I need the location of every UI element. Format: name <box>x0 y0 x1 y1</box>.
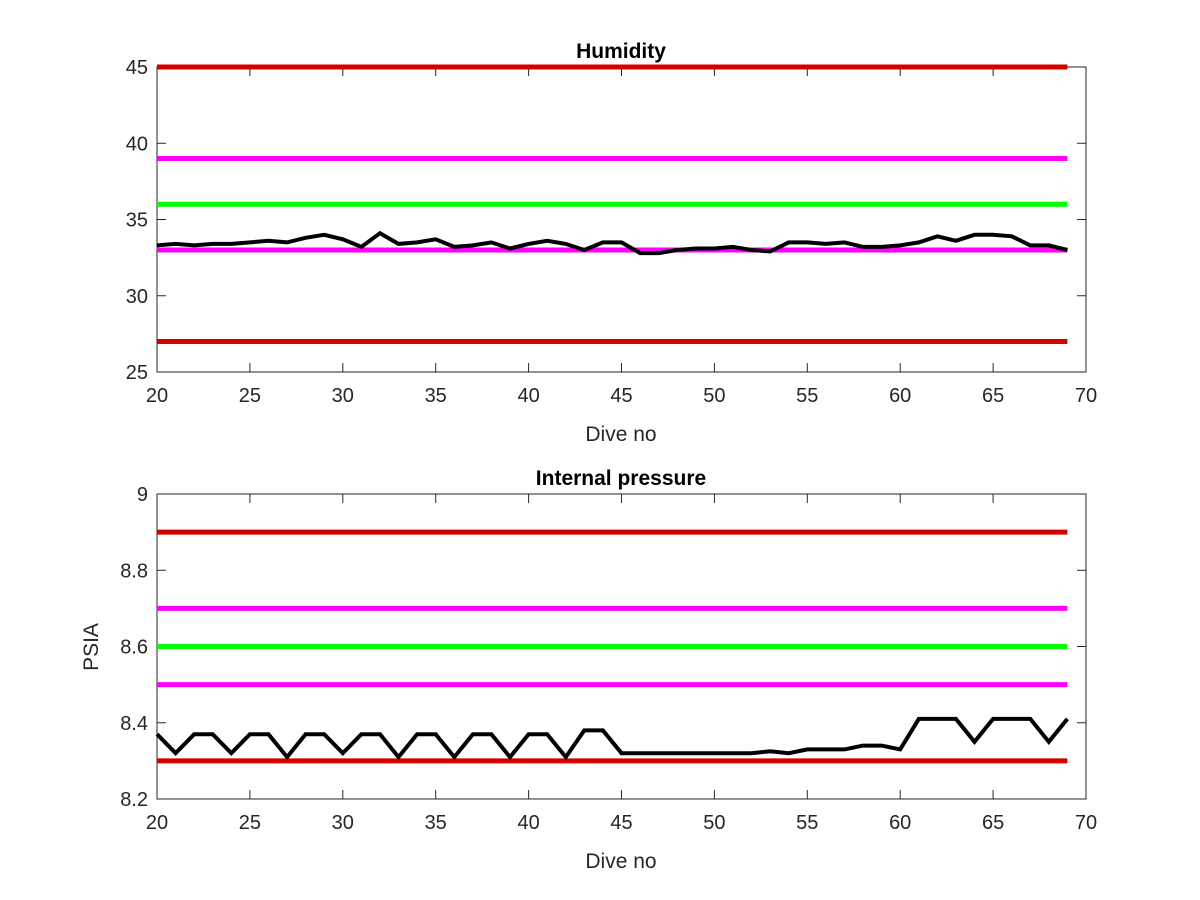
y-tick-label: 8.6 <box>120 637 148 659</box>
y-tick-label: 8.8 <box>120 560 148 582</box>
y-axis-label: PSIA <box>80 623 103 671</box>
series-line <box>156 230 1068 256</box>
x-tick-label: 70 <box>1075 812 1097 834</box>
x-tick-label: 60 <box>889 385 911 407</box>
x-tick-label: 55 <box>796 812 818 834</box>
y-tick-label: 8.2 <box>120 789 148 811</box>
x-tick-label: 30 <box>332 812 354 834</box>
y-tick-label: 8.4 <box>120 713 148 735</box>
x-tick-label: 65 <box>982 385 1004 407</box>
x-axis-label: Dive no <box>585 423 656 446</box>
x-axis-label: Dive no <box>585 850 656 873</box>
x-tick-label: 40 <box>517 812 539 834</box>
humidity-subplot: Humidity Dive no 20 25 30 35 40 45 50 55 60 65 702… <box>126 40 1097 446</box>
x-tick-label: 20 <box>146 385 168 407</box>
internal-pressure-subplot: Internal pressure Dive no PSIA 20 25 30 35 4… <box>80 467 1097 873</box>
x-tick-label: 30 <box>332 385 354 407</box>
x-tick-label: 20 <box>146 812 168 834</box>
y-tick-label: 35 <box>126 210 148 232</box>
chart-title: Humidity <box>576 40 666 63</box>
x-tick-label: 40 <box>517 385 539 407</box>
y-tick-label: 40 <box>126 133 148 155</box>
x-tick-label: 25 <box>239 812 261 834</box>
x-tick-label: 50 <box>703 812 725 834</box>
x-tick-label: 25 <box>239 385 261 407</box>
x-tick-label: 50 <box>703 385 725 407</box>
x-tick-label: 45 <box>610 385 632 407</box>
x-tick-label: 65 <box>982 812 1004 834</box>
chart-title: Internal pressure <box>536 467 706 490</box>
x-tick-label: 35 <box>425 812 447 834</box>
y-tick-label: 25 <box>126 362 148 384</box>
x-tick-label: 45 <box>610 812 632 834</box>
y-tick-label: 30 <box>126 286 148 308</box>
x-tick-label: 55 <box>796 385 818 407</box>
y-tick-label: 9 <box>137 484 148 506</box>
series-line <box>155 716 1069 761</box>
x-tick-label: 60 <box>889 812 911 834</box>
y-tick-label: 45 <box>126 57 148 79</box>
x-tick-label: 35 <box>425 385 447 407</box>
x-tick-label: 70 <box>1075 385 1097 407</box>
